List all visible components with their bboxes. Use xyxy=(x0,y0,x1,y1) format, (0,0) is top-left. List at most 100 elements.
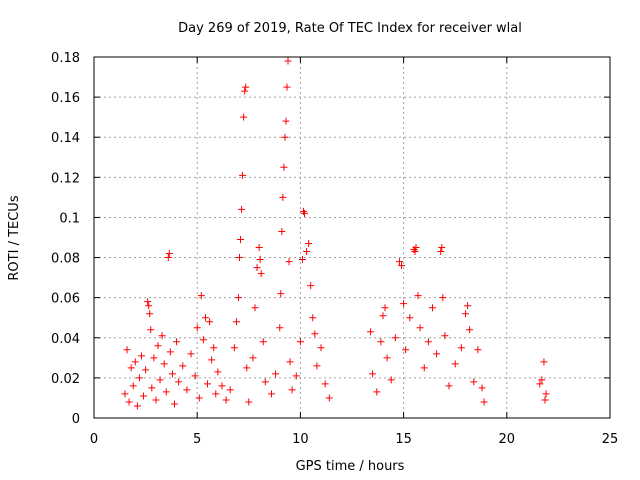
data-point xyxy=(402,346,410,354)
data-point xyxy=(383,354,391,362)
data-point xyxy=(145,302,153,310)
data-point xyxy=(303,248,311,256)
data-point xyxy=(230,344,238,352)
data-point xyxy=(218,382,226,390)
y-axis: 0 0.02 0.04 0.06 0.08 0.1 0.12 0.14 0.16 0.18 xyxy=(51,51,610,427)
data-point xyxy=(276,324,284,332)
y-tick-label: 0.02 xyxy=(51,372,80,387)
data-point xyxy=(321,380,329,388)
x-tick-label: 10 xyxy=(292,432,309,447)
data-point xyxy=(441,332,449,340)
data-point xyxy=(183,386,191,394)
data-point xyxy=(173,338,181,346)
data-point xyxy=(206,318,214,326)
data-point xyxy=(222,396,230,404)
data-point xyxy=(272,370,280,378)
data-point xyxy=(129,382,137,390)
data-point xyxy=(199,336,207,344)
data-point xyxy=(147,326,155,334)
data-point xyxy=(395,258,403,266)
data-point xyxy=(438,244,446,252)
data-point xyxy=(170,400,178,408)
data-point xyxy=(255,244,263,252)
data-point xyxy=(391,334,399,342)
x-axis: 0 5 10 15 20 25 xyxy=(90,57,618,447)
data-point xyxy=(536,380,544,388)
data-point xyxy=(214,368,222,376)
data-point xyxy=(462,310,470,318)
data-point xyxy=(242,83,250,91)
data-point xyxy=(236,254,244,262)
data-point xyxy=(187,350,195,358)
data-point xyxy=(210,344,218,352)
data-point xyxy=(281,133,289,141)
y-tick-label: 0.16 xyxy=(51,91,80,106)
data-point xyxy=(146,310,154,318)
data-point xyxy=(457,344,465,352)
data-point xyxy=(160,360,168,368)
data-point xyxy=(437,248,445,256)
data-point xyxy=(466,326,474,334)
y-tick-label: 0.14 xyxy=(51,131,80,146)
data-point xyxy=(165,250,173,258)
x-tick-label: 15 xyxy=(395,432,412,447)
data-point xyxy=(152,396,160,404)
data-point xyxy=(279,193,287,201)
data-point xyxy=(268,390,276,398)
data-point xyxy=(232,318,240,326)
data-point xyxy=(439,294,447,302)
data-point xyxy=(240,113,248,121)
data-point xyxy=(208,356,216,364)
y-tick-label: 0.18 xyxy=(51,51,80,66)
data-point xyxy=(237,236,245,244)
x-axis-label: GPS time / hours xyxy=(296,459,405,474)
data-point xyxy=(212,390,220,398)
grid-lines xyxy=(94,57,610,418)
data-point xyxy=(280,163,288,171)
data-point xyxy=(144,298,152,306)
plot-frame xyxy=(93,56,611,419)
data-point xyxy=(317,344,325,352)
data-point xyxy=(464,302,472,310)
data-point xyxy=(150,354,158,362)
data-point xyxy=(140,392,148,400)
data-point xyxy=(148,384,156,392)
data-point xyxy=(307,282,315,290)
data-point xyxy=(241,87,249,95)
data-point xyxy=(154,342,162,350)
y-tick-label: 0 xyxy=(72,412,80,427)
data-point xyxy=(474,346,482,354)
y-tick-label: 0.04 xyxy=(51,332,80,347)
data-point xyxy=(428,304,436,312)
data-point xyxy=(398,262,406,270)
data-point xyxy=(257,270,265,278)
data-point xyxy=(286,358,294,366)
data-point xyxy=(411,248,419,256)
data-point xyxy=(311,330,319,338)
data-point xyxy=(309,314,317,322)
data-point xyxy=(121,390,129,398)
data-point xyxy=(238,205,246,213)
data-point xyxy=(142,366,150,374)
data-point xyxy=(298,256,306,264)
data-point xyxy=(379,312,387,320)
data-point xyxy=(168,370,176,378)
data-point xyxy=(540,358,548,366)
data-point xyxy=(261,378,269,386)
data-point xyxy=(259,338,267,346)
data-point xyxy=(412,244,420,252)
data-point xyxy=(243,364,251,372)
y-tick-label: 0.1 xyxy=(59,211,80,226)
data-point xyxy=(416,324,424,332)
data-point xyxy=(377,338,385,346)
data-point xyxy=(541,396,549,404)
data-point xyxy=(381,304,389,312)
data-point xyxy=(313,362,321,370)
data-point xyxy=(284,57,292,65)
data-point xyxy=(133,402,141,410)
data-point xyxy=(480,398,488,406)
data-point xyxy=(414,292,422,300)
data-point xyxy=(387,376,395,384)
x-tick-label: 25 xyxy=(602,432,619,447)
